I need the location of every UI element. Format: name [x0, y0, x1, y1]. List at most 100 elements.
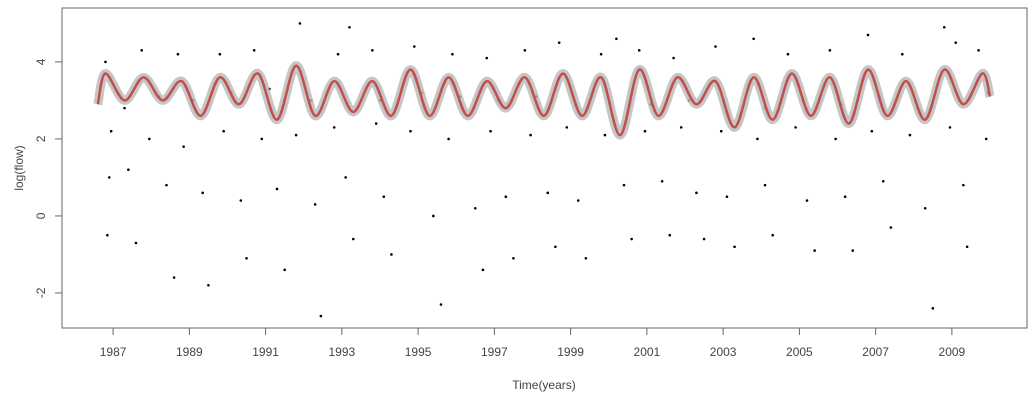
plot-frame: [61, 7, 1028, 329]
data-point: [630, 237, 633, 241]
data-point: [489, 129, 492, 133]
data-point: [109, 129, 113, 133]
data-point: [298, 22, 302, 25]
data-point: [123, 106, 126, 110]
data-point: [332, 126, 336, 129]
data-point: [771, 233, 774, 237]
data-point: [942, 25, 946, 29]
data-point: [351, 237, 355, 241]
data-point: [182, 145, 185, 148]
data-point: [733, 245, 736, 249]
data-point: [954, 41, 958, 44]
data-point: [576, 199, 580, 202]
data-point: [565, 126, 569, 129]
x-tick-label: 2009: [939, 345, 966, 359]
data-point: [172, 276, 176, 279]
data-point: [786, 52, 790, 56]
data-point: [148, 137, 151, 141]
data-point: [923, 206, 927, 210]
x-tick-label: 1999: [557, 345, 584, 359]
data-point: [529, 133, 532, 137]
data-point: [668, 233, 672, 237]
data-point: [371, 49, 374, 52]
data-point: [485, 56, 489, 60]
data-point: [828, 49, 832, 52]
data-point: [794, 126, 797, 129]
data-point: [140, 49, 143, 52]
x-tick-label: 2001: [634, 345, 661, 359]
data-point: [637, 49, 641, 52]
data-point: [127, 168, 130, 172]
data-point: [881, 179, 885, 183]
fitted-line: [96, 64, 992, 137]
y-tick-label: 2: [34, 135, 48, 142]
data-point: [382, 195, 386, 198]
data-point: [409, 129, 412, 133]
data-point: [546, 191, 550, 195]
data-point: [344, 176, 347, 179]
data-point: [622, 183, 626, 187]
data-point: [218, 52, 222, 56]
x-tick-label: 1997: [481, 345, 508, 359]
data-point: [901, 52, 904, 56]
data-point: [201, 191, 204, 195]
data-point: [984, 137, 988, 141]
data-point: [756, 137, 759, 141]
data-point: [679, 126, 683, 129]
y-axis-label: log(flow): [12, 145, 26, 190]
data-point: [805, 199, 809, 202]
data-point: [615, 37, 618, 41]
data-point: [390, 253, 393, 256]
data-point: [107, 176, 111, 179]
data-point: [866, 33, 870, 37]
data-point: [481, 268, 485, 272]
data-point: [374, 122, 378, 125]
data-point: [908, 133, 912, 137]
data-point: [106, 233, 109, 237]
data-point: [962, 183, 965, 187]
data-point: [660, 179, 664, 183]
data-point: [672, 56, 675, 60]
data-point: [557, 41, 561, 44]
data-point: [851, 249, 855, 252]
data-point: [512, 257, 515, 260]
data-point: [834, 137, 837, 141]
x-tick-label: 2007: [862, 345, 889, 359]
data-point: [134, 241, 138, 245]
data-point: [763, 183, 767, 187]
data-point: [702, 237, 706, 241]
data-point: [977, 49, 980, 52]
data-point: [931, 307, 935, 310]
data-point: [283, 268, 286, 272]
data-point: [447, 137, 450, 141]
data-point: [451, 52, 454, 56]
data-point: [319, 314, 323, 318]
data-point: [207, 283, 210, 287]
data-point: [294, 133, 298, 137]
data-point: [432, 214, 435, 218]
y-tick-label: 4: [34, 58, 48, 65]
data-point: [965, 245, 969, 249]
data-point: [813, 249, 816, 252]
data-point: [504, 195, 508, 198]
data-point: [165, 183, 168, 187]
data-point: [239, 199, 243, 202]
x-tick-label: 1991: [252, 345, 279, 359]
data-point: [889, 226, 893, 229]
data-point: [584, 257, 588, 260]
data-point: [473, 206, 477, 210]
data-point: [599, 52, 603, 56]
y-tick-label: 0: [34, 212, 48, 219]
x-tick-label: 1995: [405, 345, 432, 359]
data-point: [245, 257, 248, 260]
data-point: [348, 25, 351, 29]
data-point: [752, 37, 755, 41]
data-point: [948, 126, 952, 129]
data-point: [336, 52, 340, 56]
data-point: [176, 52, 180, 56]
x-tick-label: 1989: [176, 345, 203, 359]
data-point: [104, 60, 107, 64]
confidence-band: [93, 61, 995, 140]
x-tick-label: 2005: [786, 345, 813, 359]
data-point: [695, 191, 698, 195]
